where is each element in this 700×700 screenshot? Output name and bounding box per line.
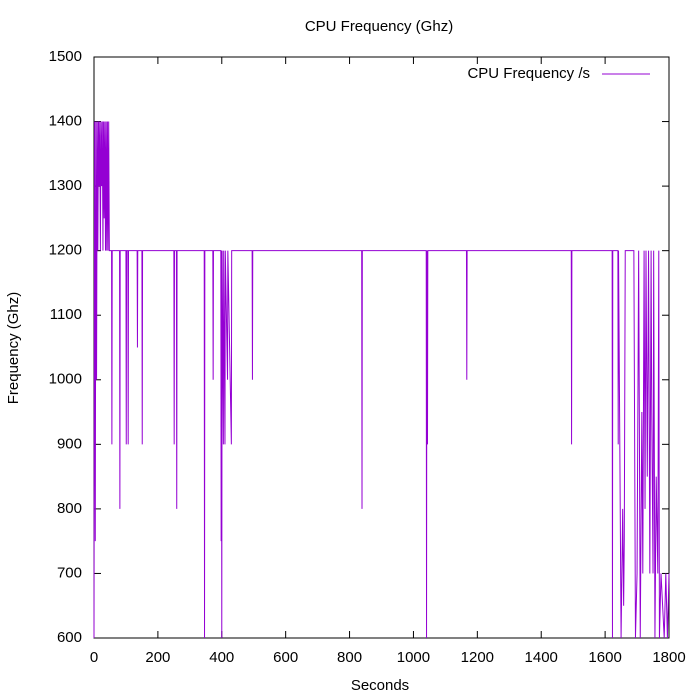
y-tick-label: 700: [57, 564, 82, 581]
y-tick-label: 1200: [49, 242, 82, 259]
y-tick-label: 1400: [49, 113, 82, 130]
y-tick-label: 1300: [49, 177, 82, 194]
x-axis-label: Seconds: [351, 677, 409, 694]
x-tick-label: 200: [145, 649, 170, 666]
x-tick-label: 1400: [525, 649, 558, 666]
y-tick-label: 1500: [49, 48, 82, 65]
legend-label: CPU Frequency /s: [467, 65, 590, 82]
plot-border: [93, 56, 670, 639]
y-axis-label: Frequency (Ghz): [5, 292, 22, 405]
x-tick-label: 0: [90, 649, 98, 666]
x-tick-label: 1000: [397, 649, 430, 666]
y-tick-label: 1100: [50, 306, 82, 323]
data-line: [93, 121, 670, 639]
y-tick-label: 1000: [49, 371, 82, 388]
y-tick-label: 900: [57, 435, 82, 452]
chart-title: CPU Frequency (Ghz): [305, 18, 453, 35]
x-tick-label: 1800: [652, 649, 685, 666]
x-tick-label: 1200: [461, 649, 494, 666]
y-tick-label: 800: [57, 500, 82, 517]
x-tick-label: 400: [209, 649, 234, 666]
x-tick-label: 600: [273, 649, 298, 666]
x-tick-label: 800: [337, 649, 362, 666]
y-tick-label: 600: [57, 629, 82, 646]
x-tick-label: 1600: [588, 649, 621, 666]
